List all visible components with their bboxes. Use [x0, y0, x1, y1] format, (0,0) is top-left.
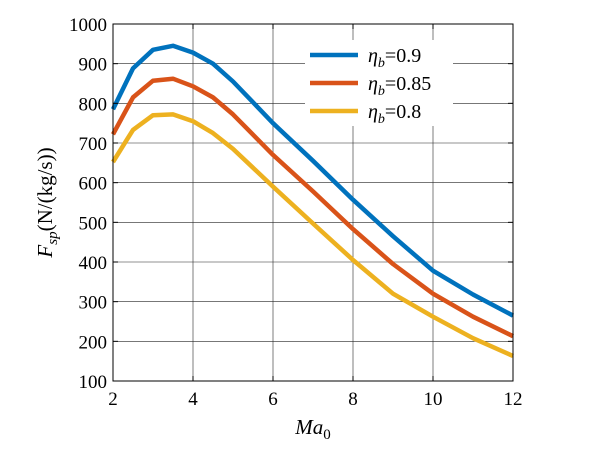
- y-tick-label: 900: [79, 55, 108, 76]
- y-tick-label: 300: [79, 293, 108, 314]
- ticks: 2 4 6 8 10 12 100 200 300 400 500 600 700 800 900 1000: [69, 15, 523, 410]
- y-tick-label: 600: [79, 174, 108, 195]
- x-tick-label: 6: [268, 389, 278, 410]
- legend-label-1: ηb=0.9: [368, 45, 421, 71]
- x-tick-label: 10: [424, 389, 443, 410]
- series-line-1: [110, 43, 515, 318]
- plot-frame: [112, 23, 514, 382]
- y-tick-label: 700: [79, 134, 108, 155]
- y-tick-label: 500: [79, 213, 108, 234]
- x-tick-label: 4: [188, 389, 198, 410]
- x-tick-label: 2: [108, 389, 118, 410]
- y-tick-label: 1000: [69, 15, 107, 36]
- x-tick-label: 12: [504, 389, 523, 410]
- y-tick-label: 800: [79, 94, 108, 115]
- x-axis-label: Ma0: [294, 415, 331, 443]
- y-tick-label: 400: [79, 253, 108, 274]
- series-line-2: [111, 76, 514, 339]
- x-tick-label: 8: [348, 389, 358, 410]
- y-tick-label: 200: [79, 332, 108, 353]
- legend-label-3: ηb=0.8: [368, 101, 421, 127]
- legend-label-2: ηb=0.85: [368, 73, 431, 99]
- series-line-3: [111, 112, 514, 359]
- y-tick-label: 100: [79, 372, 108, 393]
- y-axis-label: Fsp(N/(kg/s)): [33, 147, 61, 258]
- series-lines: [110, 43, 515, 359]
